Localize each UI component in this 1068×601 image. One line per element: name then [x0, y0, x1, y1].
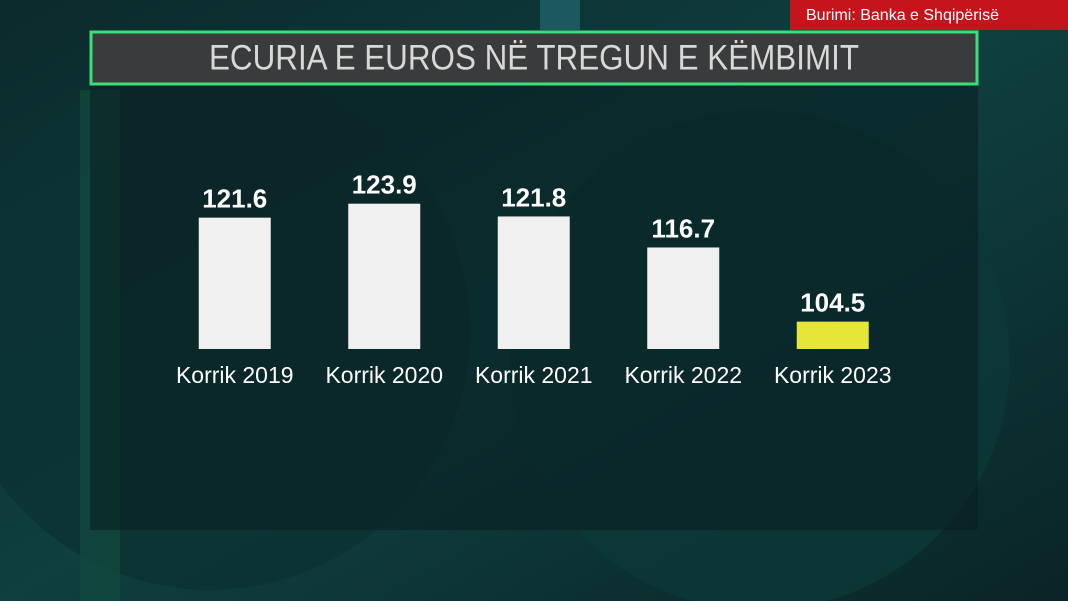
value-label: 121.6: [202, 184, 267, 214]
bar: [497, 216, 570, 349]
decor: [540, 0, 580, 30]
bar: [796, 321, 869, 349]
x-tick-label: Korrik 2019: [176, 362, 294, 388]
bar: [348, 203, 421, 349]
value-label: 121.8: [501, 182, 566, 212]
value-label: 104.5: [800, 288, 865, 318]
bar: [647, 247, 720, 349]
bar: [198, 217, 271, 349]
chart-title: ECURIA E EUROS NË TREGUN E KËMBIMIT: [209, 38, 859, 77]
source: Burimi: Banka e Shqipërisë: [806, 7, 999, 24]
x-tick-label: Korrik 2021: [475, 362, 593, 388]
x-tick-label: Korrik 2022: [624, 362, 742, 388]
title-banner: [89, 30, 979, 86]
x-tick-label: Korrik 2023: [774, 362, 892, 388]
x-tick-label: Korrik 2020: [325, 362, 443, 388]
value-label: 116.7: [651, 213, 715, 243]
value-label: 123.9: [352, 170, 417, 200]
source-tag: [790, 0, 1068, 30]
